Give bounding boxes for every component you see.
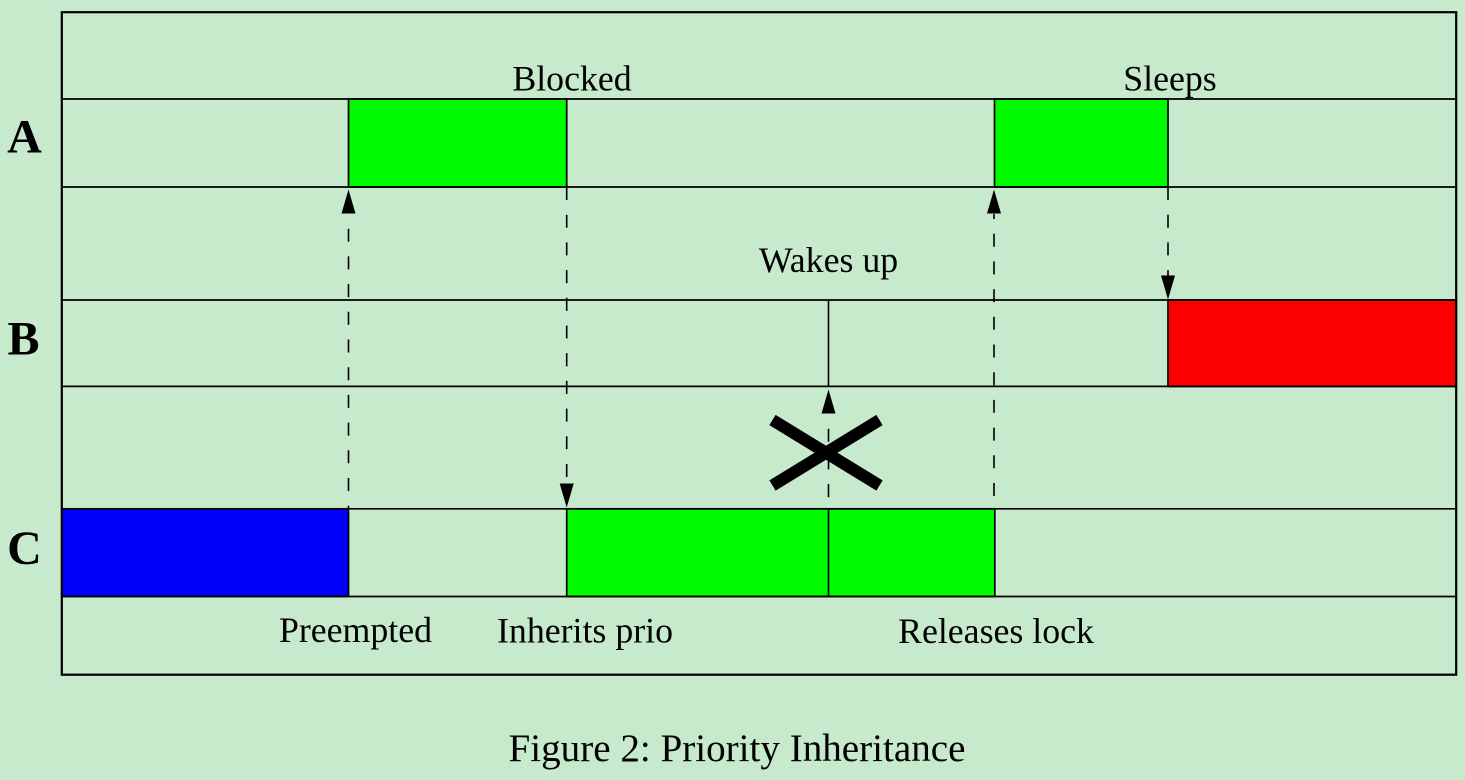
svg-text:Releases lock: Releases lock [898, 611, 1094, 651]
svg-text:Figure 2: Priority Inheritance: Figure 2: Priority Inheritance [509, 727, 966, 770]
svg-text:B: B [7, 313, 39, 366]
svg-text:Sleeps: Sleeps [1123, 59, 1216, 99]
svg-text:C: C [7, 522, 42, 575]
svg-text:A: A [7, 111, 42, 164]
svg-text:Inherits prio: Inherits prio [497, 611, 673, 651]
svg-text:Blocked: Blocked [512, 59, 631, 99]
svg-text:Preempted: Preempted [279, 610, 432, 650]
svg-text:Wakes up: Wakes up [759, 240, 898, 280]
